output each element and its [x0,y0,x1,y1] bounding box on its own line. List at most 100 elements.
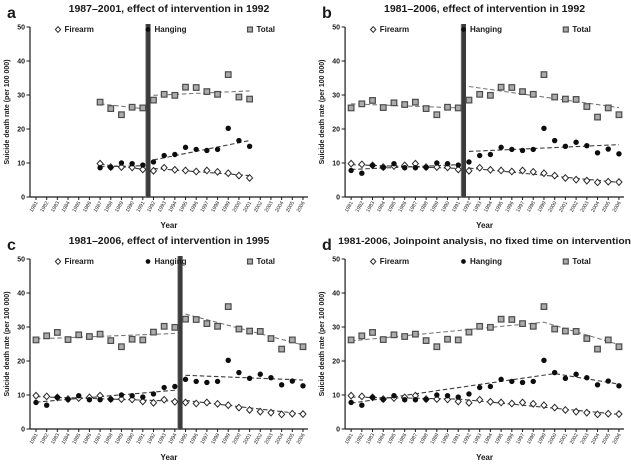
x-tick-label: 1995 [494,200,505,213]
legend-label-firearm: Firearm [65,25,94,34]
hanging-marker [369,394,376,401]
hanging-marker [551,137,558,144]
x-tick-label: 1986 [397,200,408,213]
x-tick-label: 1996 [189,200,200,213]
x-tick-label: 1998 [526,200,537,213]
panel-d-chart: d 1981-2006, Joinpoint analysis, no fixed… [319,236,631,462]
total-marker [246,327,254,335]
total-marker [379,336,387,343]
firearm-marker [508,167,516,176]
y-tick-label: 40 [17,290,25,297]
total-marker [43,332,51,340]
hanging-marker [236,137,242,144]
hanging-marker [108,396,114,403]
firearm-marker [550,403,559,412]
firearm-marker [550,171,559,180]
firearm-marker [529,399,537,408]
total-marker [486,91,494,99]
y-tick-label: 50 [332,24,340,31]
hanging-marker [476,152,483,159]
hanging-marker [530,378,536,385]
x-tick-label: 1993 [157,200,168,213]
total-marker [139,336,147,344]
total-marker [235,93,243,101]
firearm-marker [171,165,179,174]
hanging-marker [129,392,135,399]
x-tick-label: 1981 [344,432,355,445]
x-tick-label: 2005 [601,200,612,213]
hanging-marker [444,392,451,399]
x-tick-label: 1997 [515,200,526,213]
legend-label-firearm: Firearm [380,25,409,34]
hanging-marker [204,379,210,386]
firearm-marker [139,165,147,174]
x-tick-label: 1995 [494,432,505,445]
total-marker [594,345,601,353]
firearm-marker [235,403,243,412]
total-trendline [153,90,250,96]
hanging-marker [519,379,526,386]
hanging-marker [541,125,547,132]
x-tick-label: 1992 [146,432,157,445]
legend-label-hanging: Hanging [470,25,502,34]
y-tick-label: 10 [17,392,25,399]
x-tick-label: 1990 [440,432,451,445]
hanging-marker [380,164,386,171]
total-marker [519,320,526,328]
x-tick-label: 1982 [39,432,50,445]
firearm-marker [171,397,179,406]
hanging-marker [54,394,61,401]
x-tick-label: 1996 [505,200,516,213]
hanging-marker [487,383,494,390]
total-marker [347,336,355,344]
total-marker [224,71,232,79]
hanging-trendline [153,140,250,161]
hanging-marker [509,146,515,153]
total-marker [235,325,243,333]
firearm-marker [465,166,473,175]
total-marker [562,26,569,33]
firearm-marker [561,405,570,415]
firearm-marker [149,166,158,175]
total-marker [615,343,623,351]
x-tick-label: 1981 [29,432,40,445]
total-marker [192,316,200,323]
total-marker [369,329,376,336]
firearm-marker [518,166,527,175]
panel-b-chart: b 1981–2006, effect of intervention in 19… [319,3,624,230]
firearm-marker [277,410,286,419]
x-tick-label: 1992 [462,200,473,213]
y-tick-label: 20 [17,126,25,133]
x-tick-label: 2004 [274,200,285,213]
total-marker [401,101,409,108]
y-tick-label: 20 [332,126,340,133]
total-marker [358,100,366,108]
x-tick-label: 1995 [178,432,189,445]
hanging-marker [380,396,386,403]
hanging-marker [461,27,466,32]
total-marker [64,336,72,343]
x-tick-label: 2002 [253,200,264,213]
y-tick-label: 50 [17,24,25,31]
y-tick-label: 30 [332,92,340,99]
x-tick-label: 2002 [253,432,264,445]
firearm-marker [288,409,296,418]
panel-c: c 1981–2006, effect of intervention in 19… [0,232,315,464]
firearm-marker [43,392,51,401]
firearm-marker [486,165,495,174]
firearm-marker [529,167,537,176]
firearm-marker [347,391,355,400]
y-tick-label: 10 [332,160,340,167]
x-tick-label: 1985 [387,200,398,213]
firearm-marker [508,399,516,408]
y-tick-label: 40 [17,58,25,65]
x-tick-label: 2002 [569,432,580,445]
y-tick-label: 20 [17,358,25,365]
x-tick-label: 1994 [483,432,494,445]
hanging-marker [145,259,151,264]
x-tick-label: 1982 [39,200,50,213]
firearm-marker [192,399,200,408]
hanging-marker [455,394,461,400]
total-marker [508,316,516,323]
x-tick-label: 1984 [61,200,72,213]
